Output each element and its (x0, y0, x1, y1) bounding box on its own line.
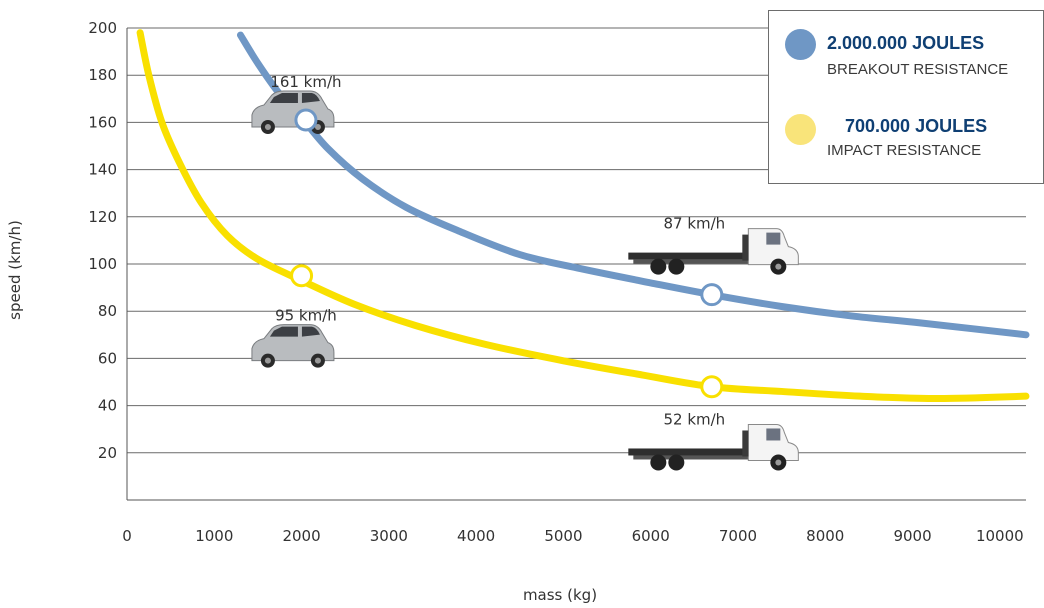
y-tick-labels: 20 40 60 80 100 120 140 160 180 200 (88, 19, 117, 462)
y-tick-label: 120 (88, 208, 117, 226)
legend-title-breakout: 2.000.000 JOULES (827, 33, 985, 53)
series-line-1 (136, 29, 1030, 403)
speed-annotation: 87 km/h (663, 215, 725, 233)
y-axis-title: speed (km/h) (6, 220, 24, 320)
y-tick-label: 140 (88, 161, 117, 179)
vehicle-layer (251, 90, 799, 471)
speed-annotation: 95 km/h (275, 307, 337, 325)
x-tick-label: 10000 (976, 527, 1024, 545)
y-tick-label: 60 (98, 349, 117, 367)
speed-annotation: 52 km/h (663, 410, 725, 428)
x-tick-label: 2000 (282, 527, 320, 545)
x-tick-label: 9000 (893, 527, 931, 545)
x-tick-label: 1000 (195, 527, 233, 545)
y-tick-label: 40 (98, 397, 117, 415)
marker-layer (290, 108, 724, 399)
y-tick-label: 160 (88, 113, 117, 131)
legend-subtitle-breakout: BREAKOUT RESISTANCE (827, 61, 1009, 78)
x-tick-label: 5000 (544, 527, 582, 545)
x-tick-label: 0 (122, 527, 132, 545)
legend-title-impact: 700.000 JOULES (845, 116, 988, 136)
legend-dot-breakout-icon (785, 29, 816, 60)
x-tick-label: 3000 (370, 527, 408, 545)
data-point-marker (290, 264, 314, 288)
legend-dot-impact-icon (785, 114, 816, 145)
speed-annotation: 161 km/h (270, 73, 341, 91)
y-tick-label: 80 (98, 302, 117, 320)
suv-icon (251, 324, 335, 368)
y-tick-label: 100 (88, 255, 117, 273)
x-tick-label: 4000 (457, 527, 495, 545)
annotation-layer: 161 km/h 95 km/h 87 km/h 52 km/h (270, 73, 725, 428)
flatbed-truck-icon (628, 228, 799, 275)
x-tick-label: 7000 (719, 527, 757, 545)
flatbed-truck-icon (628, 423, 799, 471)
data-point-marker (294, 108, 318, 132)
x-axis-title: mass (kg) (523, 586, 597, 604)
x-tick-label: 6000 (632, 527, 670, 545)
y-tick-label: 20 (98, 444, 117, 462)
x-tick-labels: 0 1000 2000 3000 4000 5000 6000 7000 8000 9000 100… (122, 527, 1023, 545)
suv-icon (251, 90, 335, 134)
legend-subtitle-impact: IMPACT RESISTANCE (827, 142, 982, 159)
legend: 2.000.000 JOULES BREAKOUT RESISTANCE 700… (768, 10, 1044, 184)
data-point-marker (700, 375, 724, 399)
x-tick-label: 8000 (806, 527, 844, 545)
data-point-marker (700, 283, 724, 307)
y-tick-label: 180 (88, 66, 117, 84)
y-tick-label: 200 (88, 19, 117, 37)
